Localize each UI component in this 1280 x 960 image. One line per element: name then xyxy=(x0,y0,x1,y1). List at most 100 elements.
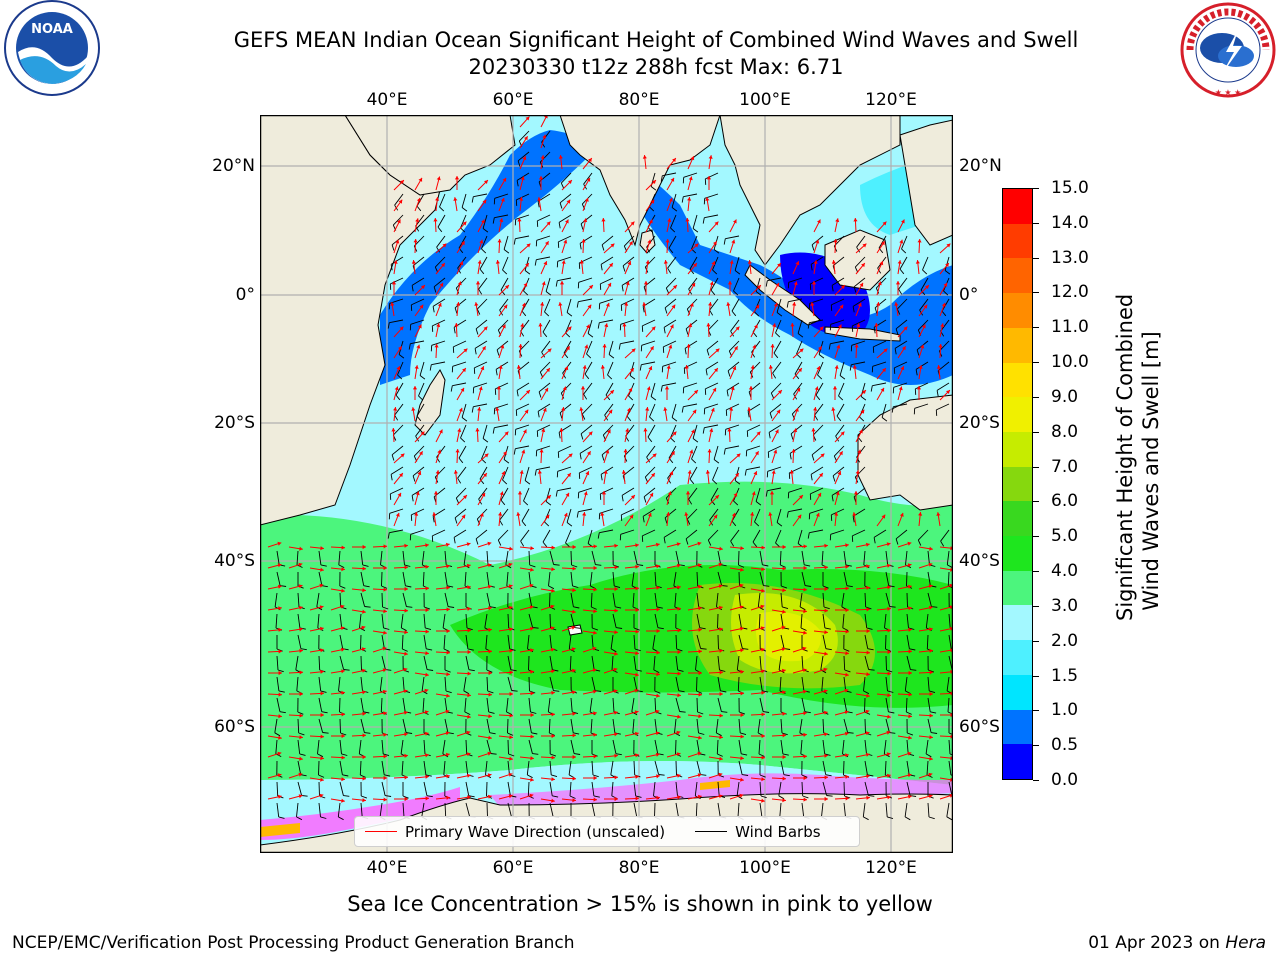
wind-barb xyxy=(401,760,404,776)
wave-direction-arrowhead xyxy=(757,285,761,289)
wind-barb xyxy=(402,697,406,712)
wind-barb-feather xyxy=(712,269,718,275)
wind-barb-feather xyxy=(531,732,538,735)
wind-barb-feather xyxy=(904,816,911,821)
wind-barb xyxy=(486,697,490,712)
wind-barb xyxy=(558,445,572,453)
wind-barb xyxy=(318,571,323,586)
wave-direction-arrowhead xyxy=(761,669,765,674)
wind-barb-feather xyxy=(343,669,350,671)
wind-barb-feather xyxy=(277,669,284,673)
wave-direction-arrowhead xyxy=(561,407,566,411)
wind-barb-feather xyxy=(503,249,510,254)
wave-direction-arrowhead xyxy=(823,710,828,715)
wind-barb xyxy=(558,214,572,223)
wave-direction-arrowhead xyxy=(459,261,464,266)
wind-barb xyxy=(536,256,551,261)
lat-tick-left-0: 0° xyxy=(235,285,255,305)
wind-barb-feather xyxy=(650,396,657,401)
wave-direction-arrowhead xyxy=(571,647,576,652)
wind-barb xyxy=(885,571,890,586)
wind-barb xyxy=(704,214,719,219)
wave-direction-arrowhead xyxy=(530,691,534,696)
wind-barb xyxy=(464,697,467,712)
wave-direction-arrowhead xyxy=(481,219,485,224)
wave-direction-arrowhead xyxy=(403,689,408,694)
wind-barb xyxy=(411,298,425,306)
wind-barb xyxy=(464,571,467,587)
wave-direction-arrowhead xyxy=(887,585,891,590)
wind-barb xyxy=(948,655,953,670)
wind-barb xyxy=(642,529,656,537)
wave-direction-arrowhead xyxy=(928,794,933,799)
lon-tick-top-100e: 100°E xyxy=(739,90,791,110)
wind-barb xyxy=(801,676,805,691)
wave-direction-arrowhead xyxy=(583,218,588,223)
wind-barb xyxy=(730,319,740,332)
wind-barb xyxy=(274,718,278,733)
wave-direction-arrowhead xyxy=(298,584,303,589)
wind-barb-feather xyxy=(839,375,846,380)
wind-barb xyxy=(752,529,761,543)
wave-direction-arrowhead xyxy=(739,626,744,631)
wind-barb xyxy=(695,655,698,670)
wind-barb-feather xyxy=(852,516,855,523)
wave-direction-arrowhead xyxy=(475,428,480,432)
wind-barb xyxy=(612,613,617,628)
wind-barb xyxy=(275,739,278,754)
wave-direction-arrowhead xyxy=(425,796,429,801)
wind-barb-feather xyxy=(706,349,710,356)
wind-barb xyxy=(864,760,868,775)
wave-direction-arrowhead xyxy=(416,344,421,349)
wind-barb xyxy=(570,571,573,586)
wave-direction-arrowhead xyxy=(844,710,849,715)
wind-barb xyxy=(570,550,572,566)
wind-barb xyxy=(716,739,719,755)
wave-direction-arrowhead xyxy=(544,387,549,392)
wind-barb xyxy=(707,319,719,331)
wind-barb-feather xyxy=(817,374,823,380)
wind-barb-feather xyxy=(782,606,789,610)
wind-barb xyxy=(528,613,534,628)
wind-barb xyxy=(691,445,698,460)
wave-direction-arrowhead xyxy=(572,588,576,593)
wind-barb xyxy=(381,613,384,628)
wind-barb-feather xyxy=(508,753,515,757)
wind-barb xyxy=(664,298,677,309)
wave-direction-arrowhead xyxy=(824,732,828,737)
wind-barb-feather xyxy=(752,541,758,548)
wave-direction-arrowhead xyxy=(524,409,529,414)
wave-direction-arrowhead xyxy=(565,219,569,224)
wind-barb-feather xyxy=(566,312,573,317)
wave-direction-arrowhead xyxy=(708,155,713,159)
wave-direction-arrowhead xyxy=(467,671,471,676)
wind-barb-feather xyxy=(339,585,346,589)
wave-direction-arrowhead xyxy=(518,344,523,348)
wind-barb xyxy=(549,613,551,629)
wave-direction-arrowhead xyxy=(778,390,782,394)
wind-barb xyxy=(463,550,467,565)
wave-direction-arrowhead xyxy=(463,495,467,499)
wind-barb xyxy=(337,802,341,817)
wind-barb-feather xyxy=(424,606,431,610)
wave-direction-arrowhead xyxy=(530,756,534,761)
wave-direction-arrowhead xyxy=(655,731,660,736)
wind-barb-feather xyxy=(426,795,433,798)
wave-direction-arrowhead xyxy=(676,542,681,547)
wave-direction-arrowhead xyxy=(824,753,828,758)
wind-barb xyxy=(419,361,425,376)
wind-barb xyxy=(885,697,889,712)
wind-barb xyxy=(527,781,530,797)
wind-barb-feather xyxy=(681,406,684,413)
wind-barb xyxy=(738,760,743,775)
wave-direction-arrowhead xyxy=(320,546,324,551)
wind-barb xyxy=(757,718,761,733)
wind-barb-feather xyxy=(723,448,726,455)
wave-direction-arrowhead xyxy=(865,752,870,757)
wind-barb xyxy=(801,781,804,797)
wave-direction-arrowhead xyxy=(488,670,492,676)
wind-barb xyxy=(444,571,448,586)
wind-barb xyxy=(758,739,761,755)
wind-barb xyxy=(801,802,805,817)
wave-direction-arrowhead xyxy=(538,176,544,180)
